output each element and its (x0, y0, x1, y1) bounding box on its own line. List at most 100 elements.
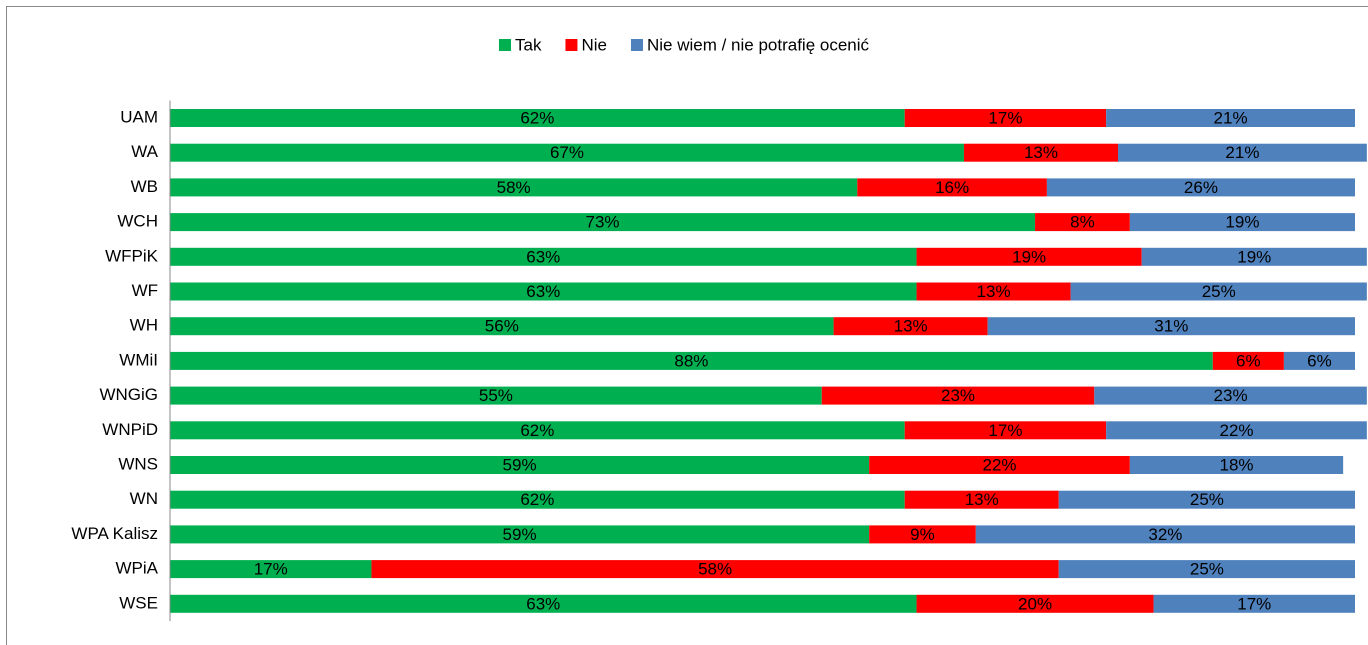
data-label: 18% (1219, 455, 1253, 474)
bar-segment (371, 560, 1059, 579)
bar-segment (1070, 282, 1367, 301)
bar-segment (170, 282, 917, 301)
y-tick-label: WSE (119, 593, 158, 612)
bar-segment (857, 178, 1047, 197)
data-label: 23% (1214, 386, 1248, 405)
bar-segment (904, 490, 1059, 509)
bar-segment (869, 525, 976, 544)
bar-segment (1129, 456, 1344, 474)
bar-segment (1118, 143, 1367, 162)
bar-segment (869, 456, 1130, 474)
bar-segment (1153, 594, 1355, 613)
chart-frame (6, 6, 1368, 645)
bar-segment (170, 178, 858, 197)
data-label: 13% (965, 490, 999, 509)
data-label: 25% (1190, 490, 1224, 509)
data-label: 67% (550, 143, 584, 162)
y-tick-label: WNPiD (102, 420, 158, 439)
y-tick-label: WNGiG (99, 385, 158, 404)
y-tick-label: WPA Kalisz (71, 524, 158, 543)
bar-segment (170, 525, 870, 544)
y-tick-label: WF (132, 281, 158, 300)
bar-segment (1035, 213, 1130, 232)
data-label: 20% (1018, 594, 1052, 613)
bar-segment (1283, 351, 1355, 370)
data-label: 62% (520, 490, 554, 509)
bar-segment (916, 282, 1071, 301)
bar-segment (975, 525, 1355, 544)
data-label: 13% (1024, 143, 1058, 162)
bar-segment (1058, 560, 1355, 579)
data-label: 63% (526, 594, 560, 613)
data-label: 31% (1154, 317, 1188, 336)
legend-swatch (630, 39, 643, 51)
data-label: 6% (1236, 351, 1261, 370)
bar-segment (170, 213, 1036, 232)
data-label: 17% (1237, 594, 1271, 613)
y-tick-label: WNS (118, 454, 158, 473)
bar-segment (170, 386, 822, 405)
data-label: 59% (503, 525, 537, 544)
bar-segment (170, 594, 917, 613)
bar-segment (170, 351, 1213, 370)
data-label: 19% (1012, 247, 1046, 266)
y-tick-label: WMiI (119, 350, 158, 369)
data-label: 6% (1307, 351, 1332, 370)
bar-segment (821, 386, 1095, 405)
data-label: 62% (520, 108, 554, 127)
bar-segment (904, 109, 1107, 127)
data-label: 17% (988, 108, 1022, 127)
data-label: 19% (1237, 247, 1271, 266)
data-label: 62% (520, 421, 554, 440)
data-label: 22% (982, 455, 1016, 474)
data-label: 13% (977, 282, 1011, 301)
legend-label: Tak (515, 35, 542, 54)
data-label: 17% (988, 421, 1022, 440)
data-label: 73% (586, 213, 620, 232)
bar-segment (1212, 351, 1284, 370)
bar-segment (170, 421, 905, 440)
y-tick-label: WN (130, 489, 158, 508)
data-label: 9% (910, 525, 935, 544)
bar-segment (1058, 490, 1355, 509)
bar-segment (170, 317, 834, 336)
data-label: 56% (485, 317, 519, 336)
bar-segment (1129, 213, 1355, 232)
y-tick-label: WA (131, 142, 158, 161)
y-tick-label: WCH (117, 212, 158, 231)
bar-segment (963, 143, 1118, 162)
bar-segment (1106, 109, 1355, 127)
data-label: 58% (698, 560, 732, 579)
data-label: 22% (1219, 421, 1253, 440)
data-label: 23% (941, 386, 975, 405)
data-label: 63% (526, 247, 560, 266)
bar-segment (170, 109, 905, 127)
y-tick-label: WH (130, 316, 158, 335)
y-tick-label: WB (131, 177, 158, 196)
legend-swatch (498, 39, 511, 51)
data-label: 8% (1070, 213, 1095, 232)
data-label: 21% (1225, 143, 1259, 162)
data-label: 16% (935, 178, 969, 197)
bar-segment (916, 594, 1154, 613)
bar-segment (170, 490, 905, 509)
data-label: 17% (254, 560, 288, 579)
data-label: 25% (1202, 282, 1236, 301)
bar-segment (904, 421, 1107, 440)
bar-segment (170, 247, 917, 266)
y-tick-label: WPiA (116, 559, 159, 578)
bar-segment (1141, 247, 1367, 266)
data-label: 32% (1148, 525, 1182, 544)
data-label: 63% (526, 282, 560, 301)
data-label: 88% (674, 351, 708, 370)
bar-segment (1046, 178, 1355, 197)
y-tick-label: UAM (120, 107, 158, 126)
bar-segment (987, 317, 1355, 336)
data-label: 21% (1214, 108, 1248, 127)
legend-swatch (565, 39, 578, 51)
bar-segment (833, 317, 988, 336)
bar-segment (170, 456, 870, 474)
data-label: 25% (1190, 560, 1224, 579)
legend-label: Nie wiem / nie potrafię ocenić (647, 35, 870, 54)
